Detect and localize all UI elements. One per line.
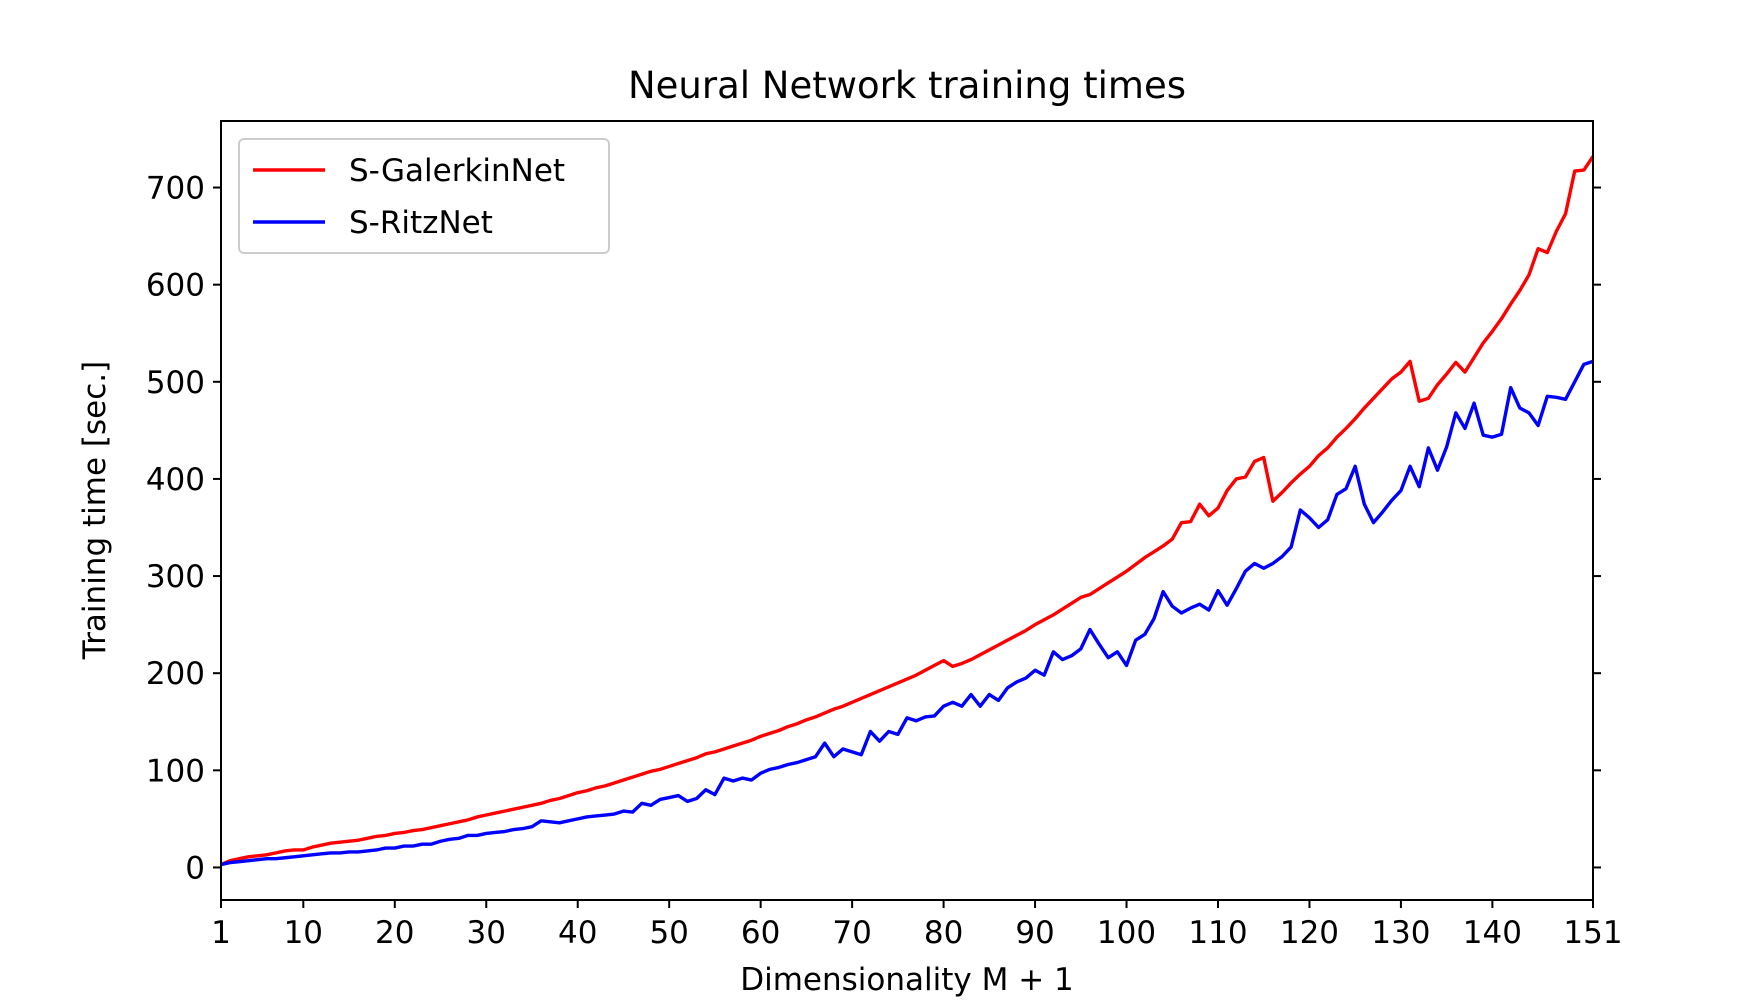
y-tick-label: 600 bbox=[146, 268, 205, 304]
x-tick-label: 120 bbox=[1280, 915, 1339, 951]
x-tick-label: 10 bbox=[284, 915, 323, 951]
x-tick-label: 70 bbox=[832, 915, 871, 951]
y-tick-label: 300 bbox=[146, 559, 205, 595]
x-tick-label: 140 bbox=[1463, 915, 1522, 951]
y-tick-label: 400 bbox=[146, 462, 205, 498]
x-tick-label: 40 bbox=[558, 915, 597, 951]
chart-title: Neural Network training times bbox=[628, 64, 1186, 107]
x-axis-label: Dimensionality M + 1 bbox=[740, 962, 1074, 998]
x-tick-label: 151 bbox=[1563, 915, 1622, 951]
x-tick-label: 50 bbox=[649, 915, 688, 951]
series-line bbox=[220, 359, 1594, 867]
legend-label: S-RitzNet bbox=[349, 205, 493, 241]
x-tick-label: 130 bbox=[1371, 915, 1430, 951]
x-tick-label: 110 bbox=[1188, 915, 1247, 951]
legend-label: S-GalerkinNet bbox=[349, 153, 565, 189]
y-tick-label: 700 bbox=[146, 171, 205, 207]
y-tick-label: 100 bbox=[146, 753, 205, 789]
x-tick-label: 1 bbox=[211, 915, 231, 951]
series-line bbox=[220, 155, 1595, 867]
y-tick-label: 0 bbox=[185, 850, 205, 886]
y-tick-label: 200 bbox=[146, 656, 205, 692]
x-tick-label: 100 bbox=[1097, 915, 1156, 951]
x-tick-label: 90 bbox=[1015, 915, 1054, 951]
x-tick-label: 80 bbox=[924, 915, 963, 951]
y-tick-label: 500 bbox=[146, 365, 205, 401]
x-tick-label: 30 bbox=[467, 915, 506, 951]
plot-frame bbox=[220, 120, 1594, 901]
x-tick-label: 60 bbox=[741, 915, 780, 951]
x-tick-label: 20 bbox=[375, 915, 414, 951]
y-axis-label: Training time [sec.] bbox=[77, 361, 113, 660]
legend-box bbox=[238, 138, 610, 254]
